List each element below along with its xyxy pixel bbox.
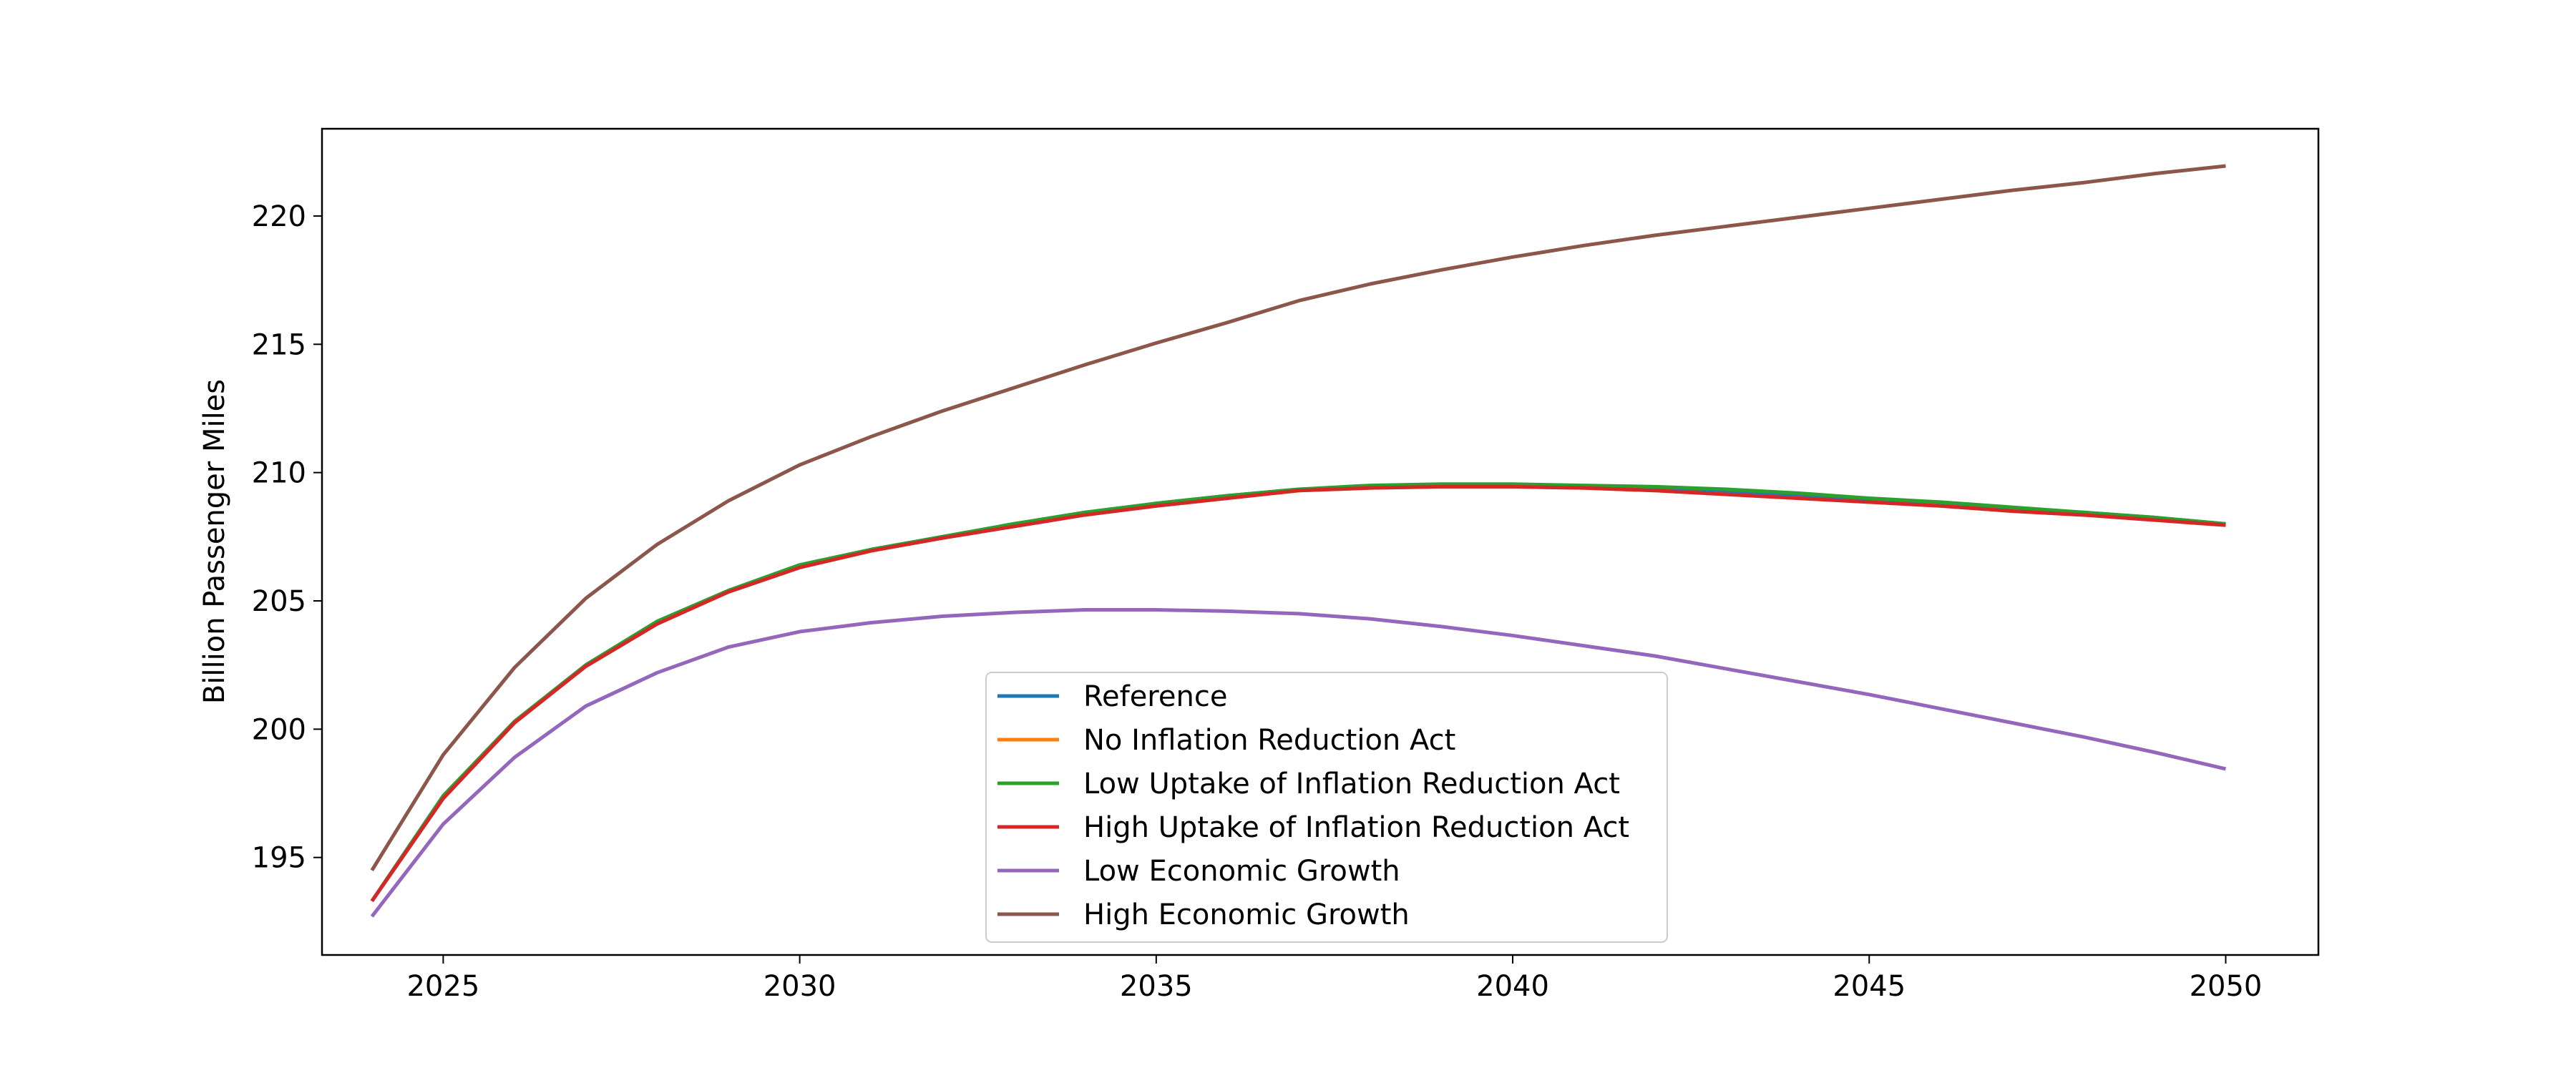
x-tick-label: 2030: [763, 970, 836, 1003]
y-tick-label: 210: [252, 457, 306, 490]
x-axis: 2025 2030 2035 2040 2045 2050: [406, 955, 2262, 1003]
series-line-high-uptake-of-inflation-reduction-act: [370, 484, 2226, 903]
y-tick-label: 200: [252, 713, 306, 746]
x-tick-label: 2050: [2190, 970, 2263, 1003]
x-tick-label: 2045: [1833, 970, 1906, 1003]
legend-label: High Uptake of Inflation Reduction Act: [1083, 811, 1629, 844]
x-tick-label: 2025: [406, 970, 479, 1003]
legend-label: Low Economic Growth: [1083, 855, 1400, 888]
legend: Reference No Inflation Reduction Act Low U…: [985, 672, 1668, 943]
legend-box: [985, 672, 1668, 943]
y-tick-label: 220: [252, 200, 306, 233]
series-line-high-economic-growth: [370, 164, 2226, 871]
series-line-low-economic-growth: [370, 608, 2227, 918]
y-tick-label: 195: [252, 842, 306, 875]
plot-frame: [321, 127, 2320, 956]
legend-label: Low Uptake of Inflation Reduction Act: [1083, 768, 1620, 800]
legend-label: No Inflation Reduction Act: [1083, 724, 1455, 757]
series-layer: [370, 164, 2227, 918]
x-tick-label: 2040: [1476, 970, 1549, 1003]
x-tick-label: 2035: [1120, 970, 1193, 1003]
legend-label: High Economic Growth: [1083, 898, 1410, 931]
legend-label: Reference: [1083, 680, 1227, 713]
y-tick-label: 205: [252, 585, 306, 618]
y-axis: 195 200 205 210 215 220: [252, 200, 322, 875]
y-tick-label: 215: [252, 328, 306, 361]
y-axis-title: Billion Passenger Miles: [198, 379, 231, 704]
